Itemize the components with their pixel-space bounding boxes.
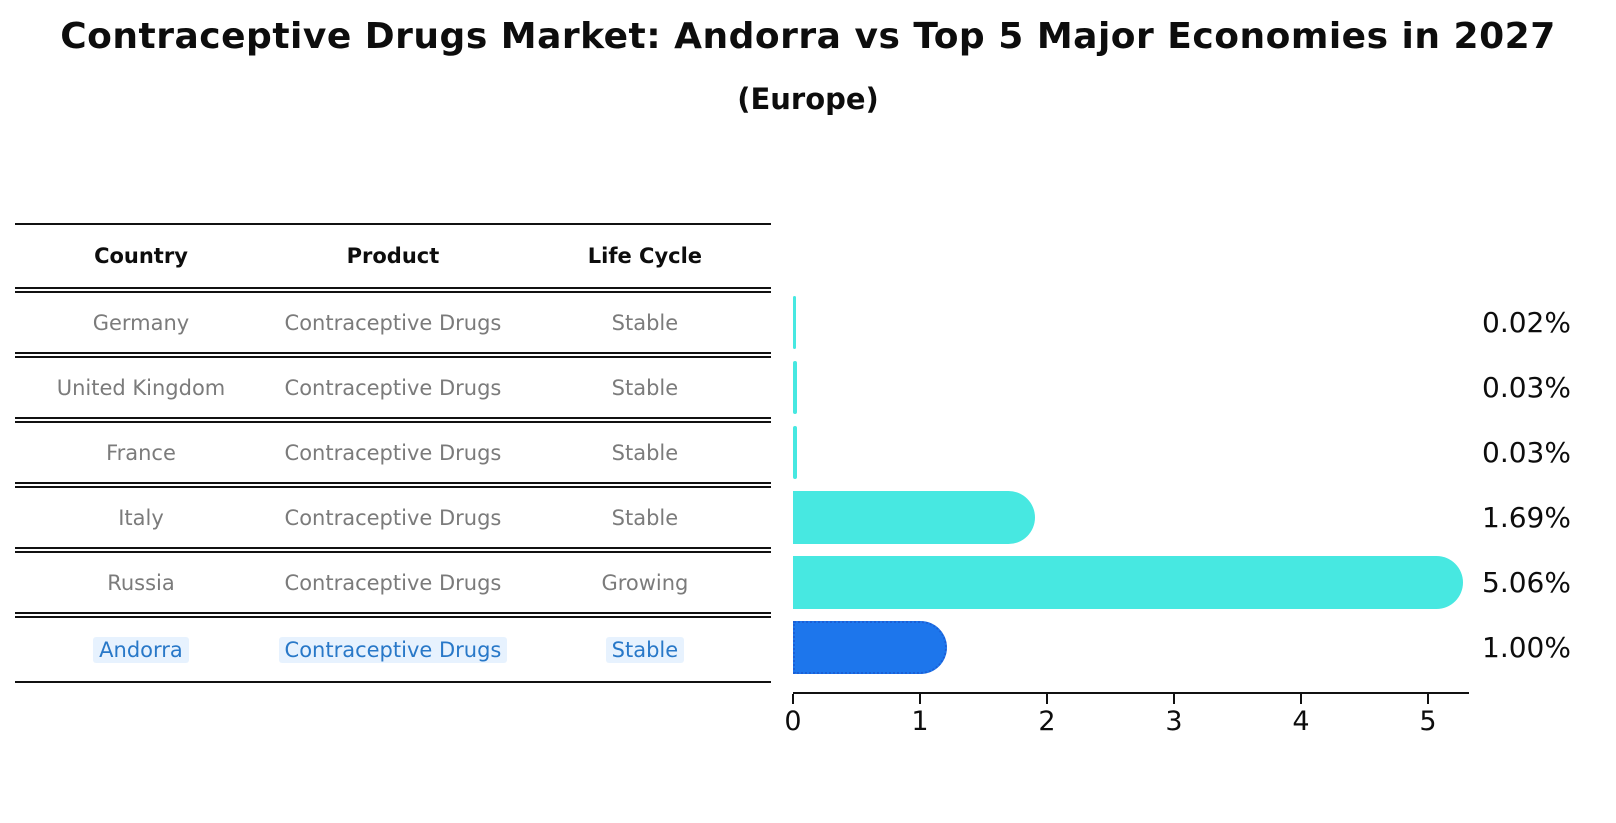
table-row-united-kingdom: United Kingdom Contraceptive Drugs Stabl…: [15, 358, 771, 417]
bar-italy: [793, 491, 1035, 544]
bar-row-france: [793, 420, 1469, 485]
table-separator: [15, 352, 771, 358]
bar-row-germany: [793, 290, 1469, 355]
bar-germany: [793, 296, 796, 349]
bar-france: [793, 426, 797, 479]
cell-lifecycle: Stable: [611, 505, 679, 530]
cell-lifecycle: Stable: [611, 375, 679, 400]
cell-country: Italy: [118, 505, 164, 530]
value-labels: 0.02% 0.03% 0.03% 1.69% 5.06% 1.00%: [1482, 290, 1571, 680]
cell-product: Contraceptive Drugs: [284, 505, 502, 530]
table-row-andorra: Andorra Contraceptive Drugs Stable: [15, 618, 771, 681]
table-separator: [15, 287, 771, 293]
bar-andorra: [793, 621, 947, 674]
column-header-lifecycle: Life Cycle: [587, 244, 703, 268]
page-title: Contraceptive Drugs Market: Andorra vs T…: [60, 16, 1556, 57]
bar-russia: [793, 556, 1463, 609]
cell-product: Contraceptive Drugs: [267, 636, 519, 663]
table-separator: [15, 482, 771, 488]
cell-lifecycle: Stable: [611, 310, 679, 335]
cell-lifecycle: Stable: [519, 636, 771, 663]
column-header-product: Product: [346, 244, 440, 268]
cell-country: Russia: [107, 570, 175, 595]
page-subtitle: (Europe): [737, 82, 879, 116]
cell-product: Contraceptive Drugs: [284, 570, 502, 595]
bar-row-united-kingdom: [793, 355, 1469, 420]
bar-row-andorra: [793, 615, 1469, 680]
table-separator: [15, 547, 771, 553]
table-row-russia: Russia Contraceptive Drugs Growing: [15, 553, 771, 612]
cell-product: Contraceptive Drugs: [284, 440, 502, 465]
value-label-united-kingdom: 0.03%: [1482, 371, 1571, 404]
column-header-country: Country: [94, 244, 188, 268]
table-separator: [15, 612, 771, 618]
table-border-bottom: [15, 681, 771, 683]
table-border-top: [15, 223, 771, 225]
table-row-italy: Italy Contraceptive Drugs Stable: [15, 488, 771, 547]
table-row-germany: Germany Contraceptive Drugs Stable: [15, 293, 771, 352]
cell-country: France: [106, 440, 176, 465]
table-row-france: France Contraceptive Drugs Stable: [15, 423, 771, 482]
value-label-russia: 5.06%: [1482, 566, 1571, 599]
table-header-row: Country Product Life Cycle: [15, 225, 771, 287]
value-label-germany: 0.02%: [1482, 306, 1571, 339]
cell-country: United Kingdom: [56, 375, 226, 400]
cell-product: Contraceptive Drugs: [284, 310, 502, 335]
country-table: Country Product Life Cycle Germany Contr…: [15, 223, 771, 683]
x-axis-line: [793, 692, 1469, 694]
cell-country: Germany: [92, 310, 190, 335]
bar-row-russia: [793, 550, 1469, 615]
cell-lifecycle: Growing: [601, 570, 689, 595]
cell-country: Andorra: [15, 636, 267, 663]
cell-product: Contraceptive Drugs: [284, 375, 502, 400]
value-label-france: 0.03%: [1482, 436, 1571, 469]
cell-lifecycle: Stable: [611, 440, 679, 465]
bar-chart: [793, 290, 1469, 680]
table-separator: [15, 417, 771, 423]
bar-row-italy: [793, 485, 1469, 550]
value-label-italy: 1.69%: [1482, 501, 1571, 534]
bar-united-kingdom: [793, 361, 797, 414]
value-label-andorra: 1.00%: [1482, 631, 1571, 664]
